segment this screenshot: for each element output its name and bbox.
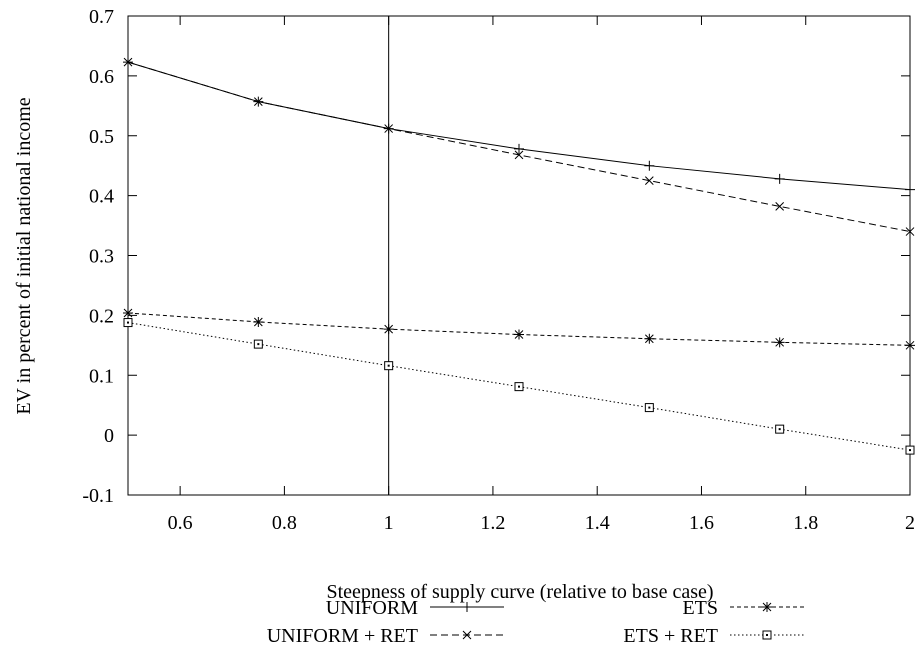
data-point-3-center [778,428,781,431]
y-tick-label: 0.5 [89,126,114,148]
data-point-3-center [518,385,520,388]
data-point-2 [905,340,915,351]
data-point-1 [775,202,785,211]
data-point-1 [253,97,263,106]
series-line-0 [127,61,911,191]
legend-marker-3-center [766,634,768,636]
legend-marker-2 [762,602,772,612]
data-point-1 [514,150,524,160]
plot-frame [127,15,911,496]
x-tick-label: 1.6 [689,512,714,534]
y-axis-label: EV in percent of initial national income [13,97,35,414]
legend: UNIFORM UNIFORM + RET ETS ETS + RET [267,597,804,647]
x-tick-label: 0.8 [272,512,297,534]
data-point-2 [123,307,133,318]
data-point-0 [644,160,655,171]
data-point-3-center [648,406,651,409]
data-point-2 [514,329,524,340]
data-point-2 [383,324,394,335]
data-point-3-center [387,364,390,367]
legend-label-2: ETS [682,597,718,619]
data-point-3-center [127,321,129,324]
y-tick-label: 0.4 [89,186,114,208]
x-axis-label: Steepness of supply curve (relative to b… [326,581,713,603]
data-point-0 [774,173,785,184]
data-point-0 [905,184,915,195]
data-point-1 [384,124,394,133]
x-tick-label: 0.6 [168,512,193,534]
series-line-2 [127,312,911,346]
plot-area: -0.1 0 0.1 0.2 0.3 0.4 0.5 0.6 0.7 0.6 0.8 1 1.2 1.4 1… [82,6,915,534]
y-tick-label: 0.6 [89,66,114,88]
data-point-2 [774,337,785,348]
legend-marker-1 [462,630,472,640]
y-tick-label: 0.1 [89,365,114,387]
legend-label-1: UNIFORM + RET [267,625,418,647]
data-point-2 [644,333,655,344]
y-tick-label: -0.1 [82,485,114,507]
x-tick-label: 1.2 [480,512,505,534]
data-point-0 [514,143,524,154]
x-tick-label: 1.4 [585,512,610,534]
x-tick-label: 1.8 [793,512,818,534]
y-tick-label: 0.3 [89,246,114,268]
y-tick-label: 0.7 [89,6,114,28]
legend-label-0: UNIFORM [326,597,418,619]
legend-label-3: ETS + RET [623,625,718,647]
data-point-3-center [257,343,260,346]
data-point-2 [253,316,264,327]
x-tick-label: 2 [905,512,915,534]
x-tick-label: 1 [384,512,394,534]
data-point-1 [905,227,915,236]
data-point-1 [644,176,654,186]
data-point-1 [123,57,133,67]
legend-marker-0 [462,602,472,612]
data-point-3-center [909,449,911,452]
y-tick-label: 0.2 [89,305,114,327]
y-tick-label: 0 [104,425,114,447]
